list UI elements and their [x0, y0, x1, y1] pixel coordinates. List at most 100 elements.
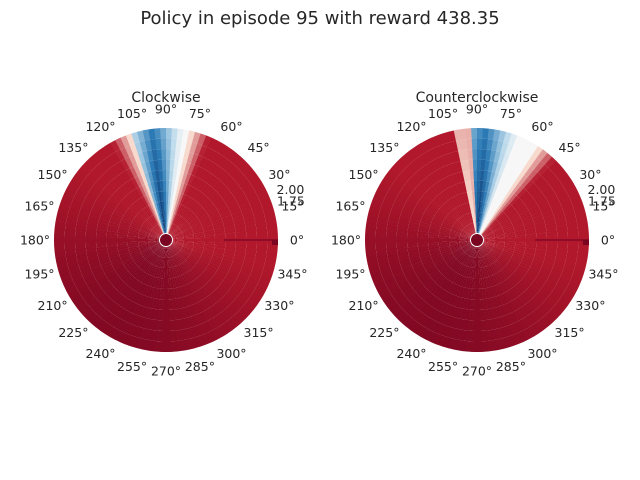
heatmap-cell: [83, 293, 96, 305]
heatmap-cell: [498, 294, 506, 306]
heatmap-cell: [164, 222, 166, 234]
heatmap-cell: [476, 169, 481, 181]
heatmap-cell: [266, 227, 278, 235]
heatmap-cell: [462, 244, 472, 252]
heatmap-cell: [118, 172, 128, 184]
heatmap-cell: [130, 177, 139, 189]
heatmap-cell: [544, 280, 556, 290]
heatmap-cell: [523, 274, 534, 285]
heatmap-cell: [502, 224, 513, 230]
heatmap-cell: [561, 267, 574, 277]
heatmap-cell: [409, 307, 420, 320]
heatmap-cell: [423, 210, 435, 218]
heatmap-cell: [561, 203, 574, 212]
heatmap-cell: [128, 155, 138, 167]
heatmap-cell: [506, 262, 517, 271]
heatmap-cell: [96, 229, 108, 234]
heatmap-cell: [106, 286, 117, 298]
heatmap-cell: [219, 172, 231, 184]
heatmap-cell: [554, 216, 567, 224]
heatmap-cell: [224, 246, 236, 251]
theta-tick-label: 15°: [592, 199, 614, 214]
heatmap-cell: [407, 240, 418, 244]
heatmap-cell: [252, 208, 265, 217]
heatmap-cell: [408, 161, 420, 173]
heatmap-cell: [180, 223, 190, 231]
heatmap-cell: [525, 242, 537, 247]
heatmap-cell: [430, 147, 440, 160]
heatmap-cell: [536, 236, 547, 240]
heatmap-cell: [486, 192, 493, 204]
heatmap-cell: [504, 231, 516, 236]
heatmap-cell: [201, 251, 213, 258]
heatmap-cell: [409, 293, 421, 305]
heatmap-cell: [150, 230, 161, 237]
heatmap-cell: [166, 299, 170, 310]
heatmap-cell: [164, 257, 167, 269]
heatmap-cell: [474, 257, 477, 268]
heatmap-cell: [514, 202, 526, 212]
heatmap-cell: [469, 299, 475, 310]
heatmap-cell: [105, 269, 117, 279]
heatmap-cell: [253, 183, 266, 194]
heatmap-cell: [444, 188, 453, 199]
heatmap-cell: [393, 198, 406, 208]
heatmap-cell: [562, 290, 575, 301]
heatmap-cell: [190, 281, 199, 292]
heatmap-cell: [127, 237, 139, 241]
heatmap-cell: [233, 280, 245, 290]
heatmap-cell: [150, 243, 160, 249]
heatmap-cell: [449, 240, 460, 244]
heatmap-cell: [537, 304, 550, 316]
heatmap-cell: [265, 255, 277, 264]
heatmap-cell: [182, 245, 193, 251]
heatmap-cell: [115, 174, 125, 186]
heatmap-cell: [486, 276, 493, 288]
heatmap-cell: [441, 190, 451, 201]
heatmap-cell: [99, 214, 111, 222]
heatmap-cell: [511, 255, 522, 263]
heatmap-cell: [434, 195, 445, 206]
heatmap-cell: [148, 193, 155, 205]
heatmap-cell: [541, 300, 553, 312]
heatmap-cell: [414, 284, 426, 295]
heatmap-cell: [454, 274, 462, 285]
heatmap-cell: [180, 248, 191, 256]
heatmap-cell: [462, 149, 469, 161]
heatmap-cell: [485, 215, 493, 226]
heatmap-cell: [98, 218, 110, 225]
heatmap-cell: [225, 178, 237, 190]
heatmap-cell: [181, 207, 189, 218]
heatmap-cell: [166, 309, 171, 321]
figure-title: Policy in episode 95 with reward 438.35: [140, 8, 499, 29]
heatmap-cell: [445, 215, 456, 224]
heatmap-cell: [168, 223, 174, 234]
heatmap-cell: [471, 212, 475, 223]
heatmap-cell: [484, 287, 490, 299]
heatmap-cell: [479, 223, 484, 234]
theta-tick-label: 135°: [58, 140, 88, 155]
heatmap-cell: [176, 265, 182, 276]
heatmap-cell: [541, 186, 554, 197]
heatmap-cell: [567, 239, 579, 246]
heatmap-cell: [484, 214, 490, 225]
heatmap-cell: [505, 302, 514, 314]
heatmap-cell: [224, 274, 236, 284]
heatmap-cell: [482, 243, 492, 251]
heatmap-cell: [59, 271, 72, 281]
heatmap-cell: [514, 245, 526, 251]
heatmap-cell: [447, 214, 457, 223]
heatmap-cell: [116, 161, 126, 173]
heatmap-cell: [141, 196, 149, 207]
heatmap-cell: [465, 225, 473, 235]
heatmap-cell: [472, 201, 476, 213]
heatmap-cell: [512, 251, 524, 258]
heatmap-cell: [200, 255, 211, 263]
heatmap-cell: [150, 254, 158, 265]
heatmap-cell: [452, 224, 463, 232]
heatmap-cell: [183, 238, 195, 240]
heatmap-cell: [417, 313, 428, 326]
heatmap-cell: [96, 232, 107, 238]
heatmap-cell: [428, 268, 440, 278]
heatmap-cell: [95, 318, 107, 331]
